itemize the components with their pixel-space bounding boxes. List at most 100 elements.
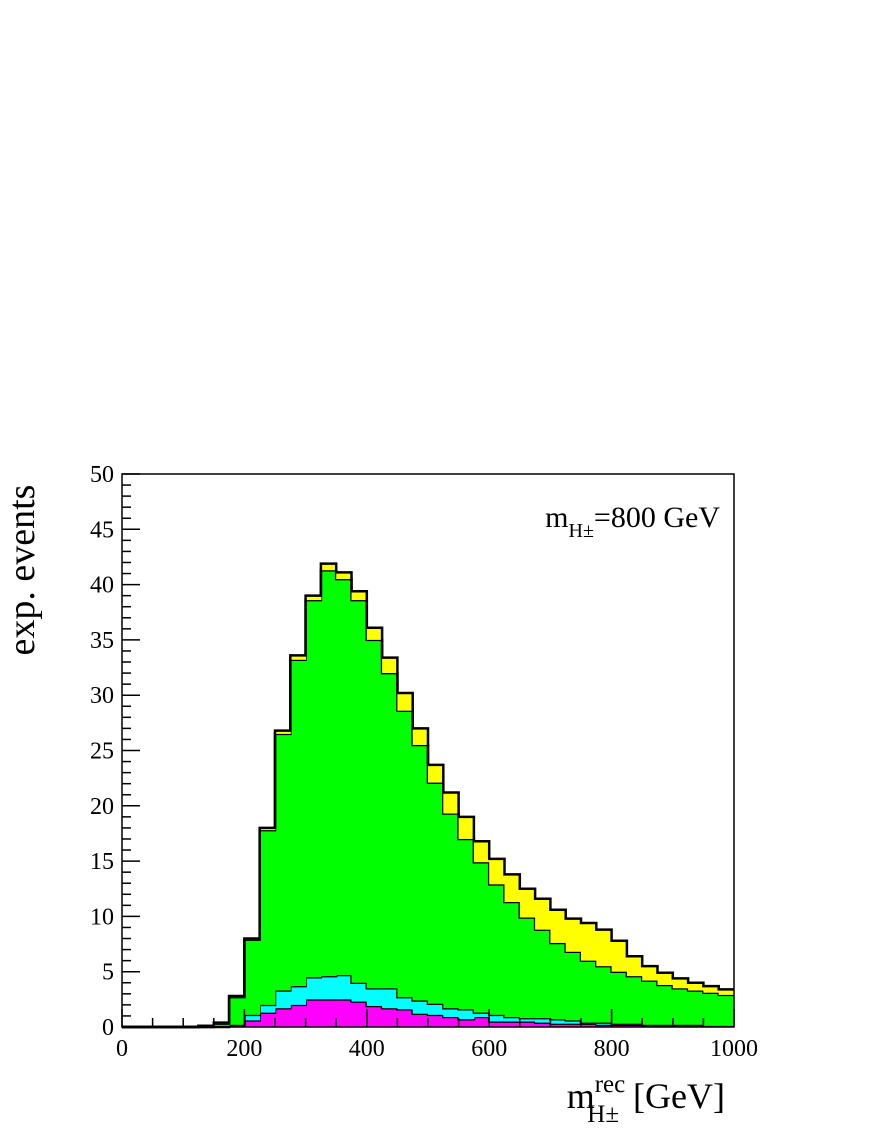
bar xyxy=(305,595,322,601)
bar xyxy=(703,992,720,1026)
bar xyxy=(642,966,658,981)
y-tick-label: 5 xyxy=(102,960,114,986)
bar xyxy=(473,862,490,1013)
bar xyxy=(489,858,505,885)
bar xyxy=(550,1019,567,1024)
bar xyxy=(305,999,322,1027)
y-tick-label: 40 xyxy=(90,573,114,599)
bar xyxy=(382,1008,398,1027)
bar xyxy=(535,929,551,1019)
bar xyxy=(535,898,551,930)
bar xyxy=(688,982,704,991)
bar xyxy=(290,1004,307,1027)
x-label-sup: rec xyxy=(595,1071,626,1098)
bar xyxy=(504,1021,521,1027)
bar xyxy=(336,579,352,976)
x-label-main: m xyxy=(567,1076,595,1116)
bar xyxy=(489,884,505,1015)
bar xyxy=(428,764,444,783)
x-tick-label: 800 xyxy=(594,1036,630,1062)
bar xyxy=(443,1008,460,1018)
bar xyxy=(275,1008,291,1027)
bar xyxy=(565,1023,582,1027)
bar xyxy=(412,1000,429,1014)
bar xyxy=(458,1009,475,1020)
bar xyxy=(626,976,643,1024)
bar xyxy=(290,659,307,987)
bar xyxy=(611,971,628,1024)
bar xyxy=(519,1018,536,1022)
bar xyxy=(275,733,291,991)
bar xyxy=(351,600,368,983)
bar xyxy=(443,792,460,814)
x-tick-label: 0 xyxy=(116,1036,128,1062)
bar xyxy=(366,627,383,640)
annotation-sub: H± xyxy=(569,520,594,542)
y-tick-label: 0 xyxy=(102,1015,114,1041)
bar xyxy=(581,960,597,1023)
bar xyxy=(519,888,536,918)
bar xyxy=(259,1012,276,1027)
bar xyxy=(672,978,689,989)
bar xyxy=(351,1001,368,1027)
bar xyxy=(336,999,352,1027)
bar xyxy=(657,984,674,1025)
bar xyxy=(458,1019,475,1027)
bar xyxy=(504,874,521,903)
x-label-sub: H± xyxy=(587,1101,619,1128)
bar xyxy=(428,1003,444,1015)
bar xyxy=(535,1022,551,1027)
bar xyxy=(244,1014,261,1021)
bar xyxy=(320,570,337,977)
bar xyxy=(397,1009,414,1027)
bar xyxy=(565,951,582,1021)
x-tick-label: 1000 xyxy=(710,1036,758,1062)
bar xyxy=(244,1020,261,1027)
bar xyxy=(290,655,307,660)
bar xyxy=(581,923,597,961)
bar xyxy=(351,982,368,1002)
bar xyxy=(397,710,414,998)
bar xyxy=(611,940,628,972)
bar xyxy=(259,1004,276,1013)
bar xyxy=(290,986,307,1005)
y-tick-label: 15 xyxy=(90,849,114,875)
bar xyxy=(718,989,735,995)
stack-outline xyxy=(122,562,734,1029)
bar xyxy=(657,972,674,985)
bar xyxy=(489,1021,505,1027)
bar xyxy=(305,977,322,1000)
bar xyxy=(351,591,368,601)
annotation-rest: =800 GeV xyxy=(594,501,720,534)
bar xyxy=(626,956,643,977)
bar xyxy=(596,966,613,1023)
bar xyxy=(473,841,490,863)
bar xyxy=(443,1017,460,1027)
bar xyxy=(504,902,521,1018)
bar xyxy=(672,988,689,1025)
bar xyxy=(320,563,337,571)
bar xyxy=(275,990,291,1009)
y-tick-label: 20 xyxy=(90,794,114,820)
bar xyxy=(320,999,337,1027)
y-tick-label: 25 xyxy=(90,739,114,765)
bar xyxy=(473,1017,490,1027)
y-tick-label: 30 xyxy=(90,683,114,709)
bar xyxy=(397,997,414,1010)
bar xyxy=(412,728,429,745)
bar xyxy=(642,980,658,1025)
bar xyxy=(320,976,337,1000)
bar xyxy=(412,744,429,1001)
bar xyxy=(550,1023,567,1027)
annotation-main: m xyxy=(545,501,568,534)
x-label-unit: [GeV] xyxy=(633,1076,725,1116)
bar xyxy=(489,1014,505,1022)
x-tick-label: 400 xyxy=(349,1036,385,1062)
bar xyxy=(428,1014,444,1027)
bar xyxy=(336,975,352,1000)
bar xyxy=(535,1018,551,1023)
bar xyxy=(305,600,322,978)
bar xyxy=(596,929,613,967)
y-tick-label: 35 xyxy=(90,628,114,654)
bar xyxy=(565,1020,582,1024)
